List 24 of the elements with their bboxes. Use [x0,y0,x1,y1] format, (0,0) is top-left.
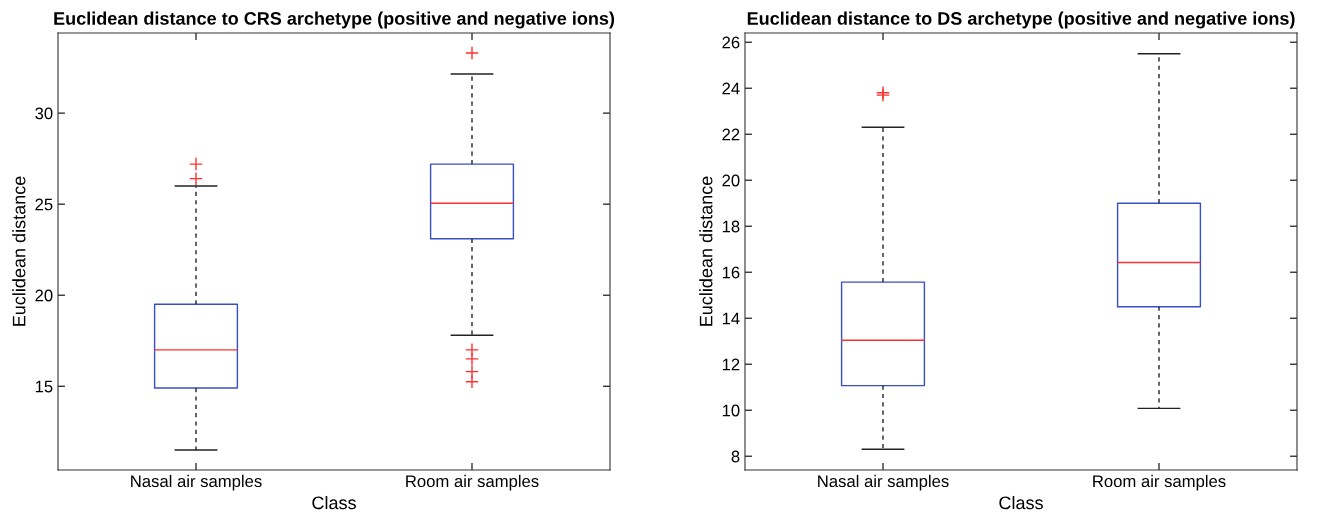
x-axis-title: Class [999,495,1043,510]
x-tick-label: Nasal air samples [818,474,949,491]
y-tick-label: 25 [35,198,53,211]
y-axis-title: Euclidean distance [12,176,26,326]
y-tick-label: 30 [35,107,53,120]
x-tick-label: Nasal air samples [131,474,262,491]
y-tick-label: 24 [722,82,740,95]
y-axis-title: Euclidean distance [699,176,713,326]
y-tick-label: 16 [722,266,740,279]
y-tick-label: 22 [722,128,740,141]
y-tick-label: 20 [35,289,53,302]
y-tick-label: 8 [731,450,740,463]
chart-title: Euclidean distance to DS archetype (positive and negative ions) [747,11,1295,29]
x-tick-label: Room air samples [406,474,539,491]
x-tick-label: Room air samples [1093,474,1226,491]
y-tick-label: 18 [722,220,740,233]
chart-title: Euclidean distance to CRS archetype (positive and negative ions) [54,11,615,29]
y-tick-label: 10 [722,404,740,417]
y-tick-label: 20 [722,174,740,187]
y-tick-label: 12 [722,358,740,371]
y-tick-label: 15 [35,380,53,393]
x-axis-title: Class [312,495,356,510]
y-tick-label: 26 [722,36,740,49]
y-tick-label: 14 [722,312,740,325]
